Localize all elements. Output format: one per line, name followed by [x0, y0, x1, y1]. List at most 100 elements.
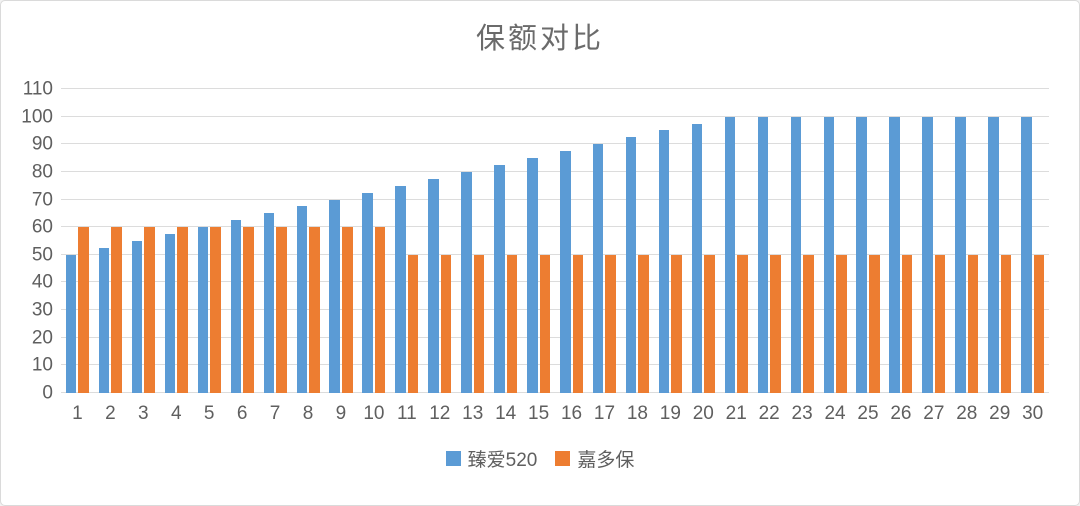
bar-嘉多保-23: [803, 254, 814, 393]
bar-臻爱520-16: [560, 151, 571, 393]
bar-臻爱520-26: [889, 116, 900, 393]
bar-臻爱520-5: [197, 227, 209, 393]
bar-嘉多保-28: [967, 254, 979, 393]
bar-group-12: [423, 89, 456, 393]
bar-group-11: [390, 89, 423, 393]
bar-嘉多保-26: [901, 254, 913, 393]
bar-group-5: [193, 89, 226, 393]
bar-group-8: [292, 89, 325, 393]
bar-group-30: [1016, 89, 1049, 393]
gridline-20: [61, 336, 1049, 338]
bar-臻爱520-17: [592, 144, 604, 393]
bar-嘉多保-19: [671, 254, 682, 393]
bar-嘉多保-2: [111, 227, 122, 393]
bar-嘉多保-15: [539, 254, 551, 393]
bar-嘉多保-9: [341, 227, 353, 393]
bar-嘉多保-27: [934, 254, 946, 393]
x-tick-label-9: 9: [335, 403, 347, 424]
bar-臻爱520-29: [988, 116, 999, 393]
bar-嘉多保-3: [144, 227, 155, 393]
bar-臻爱520-2: [98, 247, 110, 393]
x-tick-label-27: 27: [923, 403, 945, 424]
bar-嘉多保-29: [1000, 254, 1012, 393]
legend-marker-icon: [555, 451, 571, 466]
x-tick-label-21: 21: [725, 403, 747, 424]
bar-group-10: [357, 89, 390, 393]
bar-臻爱520-28: [955, 116, 966, 393]
bar-臻爱520-12: [428, 178, 439, 393]
bar-group-9: [325, 89, 358, 393]
bar-臻爱520-18: [625, 137, 637, 393]
bar-嘉多保-8: [309, 227, 320, 393]
bar-group-18: [621, 89, 654, 393]
bar-嘉多保-24: [836, 254, 847, 393]
bar-臻爱520-20: [691, 123, 703, 393]
plot-row: 0 10 20 30 40 50 60 70 80 90 100 110: [15, 80, 1049, 403]
bar-臻爱520-30: [1021, 116, 1032, 393]
bar-嘉多保-17: [605, 254, 616, 393]
y-tick-label-10: 10: [31, 354, 53, 376]
bar-group-1: [61, 89, 94, 393]
bar-臻爱520-1: [65, 254, 77, 393]
y-tick-label-100: 100: [21, 106, 53, 128]
x-tick-label-11: 11: [396, 403, 417, 424]
x-tick-label-19: 19: [659, 403, 681, 424]
bar-嘉多保-1: [78, 227, 89, 393]
legend-marker-icon: [445, 451, 461, 466]
bar-嘉多保-16: [572, 254, 584, 393]
legend-label: 臻爱520: [467, 450, 538, 471]
gridline-60: [61, 226, 1049, 228]
y-tick-label-30: 30: [31, 299, 53, 321]
bar-group-20: [687, 89, 720, 393]
bar-臻爱520-13: [461, 171, 472, 393]
bar-臻爱520-14: [494, 165, 505, 393]
bar-臻爱520-25: [856, 116, 867, 393]
bar-臻爱520-9: [329, 199, 340, 393]
x-tick-label-7: 7: [269, 403, 281, 424]
bar-臻爱520-21: [724, 116, 736, 393]
x-tick-label-24: 24: [824, 403, 846, 424]
bar-臻爱520-8: [296, 206, 308, 393]
bar-臻爱520-3: [131, 241, 143, 393]
bar-嘉多保-13: [473, 254, 485, 393]
bar-group-21: [720, 89, 753, 393]
x-tick-label-22: 22: [758, 403, 780, 424]
bar-嘉多保-14: [506, 254, 518, 393]
x-tick-label-2: 2: [105, 403, 116, 424]
y-tick-label-0: 0: [42, 382, 53, 404]
y-tick-label-110: 110: [22, 78, 53, 100]
x-tick-label-13: 13: [462, 403, 484, 424]
bar-group-23: [786, 89, 819, 393]
y-tick-label-80: 80: [31, 161, 53, 183]
y-tick-label-20: 20: [31, 327, 53, 349]
bar-group-24: [819, 89, 852, 393]
y-tick-label-90: 90: [31, 133, 53, 155]
gridline-110: [61, 88, 1049, 89]
x-tick-label-12: 12: [429, 403, 451, 424]
bar-臻爱520-10: [362, 192, 373, 393]
bar-嘉多保-7: [276, 227, 287, 393]
x-axis: 1 2 3 4 5 6 7 8 9 10 11 12 13 14 15 16 17 18 19 20 21 22 23 24 2…: [15, 393, 1049, 425]
y-tick-label-40: 40: [31, 271, 53, 293]
x-tick-label-17: 17: [593, 403, 616, 424]
bar-group-16: [555, 89, 588, 393]
bar-group-19: [654, 89, 687, 393]
y-tick-label-50: 50: [31, 244, 53, 266]
bar-group-25: [852, 89, 885, 393]
gridline-50: [61, 253, 1049, 255]
bar-series-container: [61, 89, 1049, 393]
x-axis-labels: 1 2 3 4 5 6 7 8 9 10 11 12 13 14 15 16 17 18 19 20 21 22 23 24 2…: [61, 393, 1049, 425]
bar-嘉多保-21: [737, 254, 748, 393]
x-tick-label-18: 18: [626, 403, 648, 424]
x-tick-label-8: 8: [302, 403, 314, 424]
bar-group-15: [522, 89, 555, 393]
legend-item-嘉多保: 嘉多保: [555, 445, 634, 472]
gridline-40: [61, 281, 1049, 283]
bar-嘉多保-18: [638, 254, 649, 393]
bar-臻爱520-22: [757, 116, 769, 393]
bar-group-13: [456, 89, 489, 393]
bar-嘉多保-12: [440, 254, 452, 393]
y-tick-label-60: 60: [31, 216, 53, 238]
bar-嘉多保-20: [704, 254, 715, 393]
